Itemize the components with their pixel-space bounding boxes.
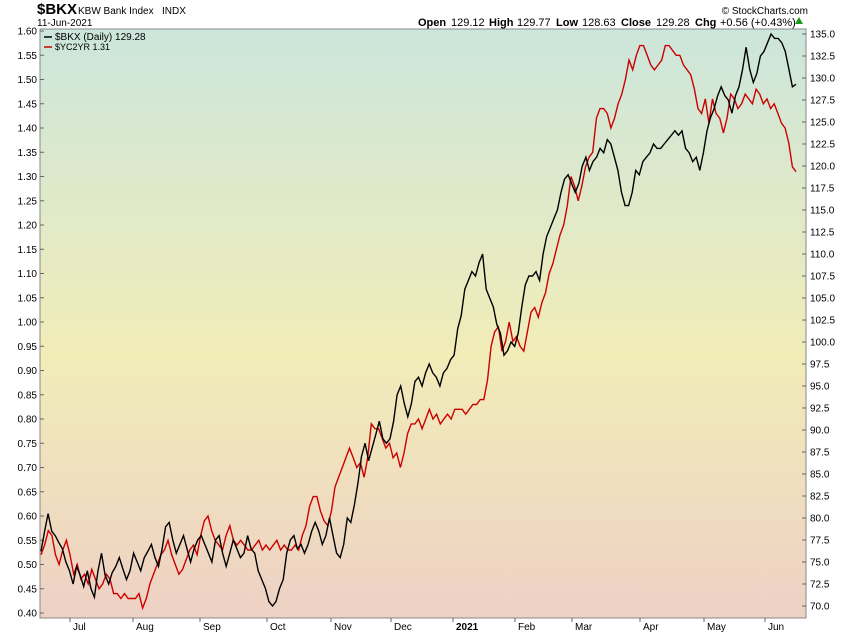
right-tick-label: 122.5 [810,140,835,151]
left-axis: 0.40 0.45 0.50 0.55 0.60 0.65 0.70 0.75 0.80 0.85… [18,27,44,620]
right-tick-label: 85.0 [810,470,830,481]
left-tick-label: 0.55 [18,536,38,547]
left-tick-label: 0.80 [18,415,38,426]
x-tick-label: Aug [136,622,154,633]
left-tick-label: 0.90 [18,366,38,377]
right-tick-label: 95.0 [810,382,830,393]
left-tick-label: 1.20 [18,221,38,232]
right-tick-label: 70.0 [810,602,830,613]
right-tick-label: 90.0 [810,426,830,437]
right-tick-label: 127.5 [810,96,835,107]
right-tick-label: 102.5 [810,316,835,327]
left-tick-label: 1.55 [18,51,38,62]
right-tick-label: 77.5 [810,536,830,547]
x-tick-label: Feb [518,622,536,633]
x-tick-label: Nov [334,622,352,633]
high-value: 129.77 [517,17,551,29]
right-tick-label: 110.0 [810,250,835,261]
left-tick-label: 1.35 [18,148,38,159]
left-tick-label: 1.25 [18,196,38,207]
left-tick-label: 0.95 [18,342,38,353]
left-tick-label: 0.85 [18,390,38,401]
series-line-bkx [40,32,797,608]
x-tick-label: Sep [203,622,221,633]
left-tick-label: 1.00 [18,318,38,329]
x-tick-label: Oct [270,622,286,633]
left-tick-label: 0.40 [18,609,38,620]
left-tick-label: 1.15 [18,245,38,256]
left-tick-label: 1.45 [18,99,38,110]
left-tick-label: 0.45 [18,584,38,595]
x-tick-label: 2021 [456,622,479,633]
right-tick-label: 92.5 [810,404,830,415]
left-tick-label: 1.10 [18,269,38,280]
left-tick-label: 0.50 [18,560,38,571]
right-tick-label: 75.0 [810,558,830,569]
x-tick-label: Apr [643,622,659,633]
right-tick-label: 120.0 [810,162,835,173]
right-axis: 70.0 72.5 75.0 77.5 80.0 82.5 85.0 87.5 90.0 92.5… [802,30,835,613]
left-tick-label: 1.40 [18,124,38,135]
x-axis: Jul Aug Sep Oct Nov Dec 2021 Feb Mar Apr May Jun [69,618,784,633]
left-tick-label: 0.60 [18,512,38,523]
up-arrow-icon [795,17,803,24]
legend-label-bkx: $BKX (Daily) 129.28 [55,32,146,43]
right-tick-label: 87.5 [810,448,830,459]
chg-value: +0.56 (+0.43%) [720,17,796,29]
high-label: High [489,17,514,29]
exchange-label: INDX [162,6,186,17]
low-value: 128.63 [582,17,616,29]
plot-area [39,28,807,619]
legend-label-yc2yr: $YC2YR 1.31 [55,42,110,52]
right-tick-label: 125.0 [810,118,835,129]
right-tick-label: 130.0 [810,74,835,85]
right-tick-label: 72.5 [810,580,830,591]
left-tick-label: 1.60 [18,27,38,38]
right-tick-label: 117.5 [810,184,835,195]
left-tick-label: 1.30 [18,172,38,183]
x-tick-label: Dec [394,622,412,633]
open-value: 129.12 [451,17,485,29]
x-tick-label: May [707,622,726,633]
right-tick-label: 100.0 [810,338,835,349]
left-tick-label: 0.65 [18,487,38,498]
right-tick-label: 112.5 [810,228,835,239]
right-tick-label: 107.5 [810,272,835,283]
x-tick-label: Jun [768,622,784,633]
right-tick-label: 97.5 [810,360,830,371]
left-tick-label: 0.70 [18,463,38,474]
right-tick-label: 135.0 [810,30,835,41]
close-label: Close [621,17,651,29]
left-tick-label: 1.50 [18,75,38,86]
right-tick-label: 82.5 [810,492,830,503]
watermark: © StockCharts.com [722,6,808,17]
x-tick-label: Mar [575,622,593,633]
right-tick-label: 115.0 [810,206,835,217]
left-tick-label: 0.75 [18,439,38,450]
series-line-yc2yr [40,44,797,611]
right-tick-label: 80.0 [810,514,830,525]
close-value: 129.28 [656,17,690,29]
open-label: Open [418,17,446,29]
low-label: Low [556,17,578,29]
symbol: $BKX [37,1,77,18]
index-name: KBW Bank Index [78,6,154,17]
chart-date: 11-Jun-2021 [37,18,93,29]
x-tick-label: Jul [73,622,86,633]
right-tick-label: 105.0 [810,294,835,305]
right-tick-label: 132.5 [810,52,835,63]
left-tick-label: 1.05 [18,293,38,304]
chg-label: Chg [695,17,716,29]
